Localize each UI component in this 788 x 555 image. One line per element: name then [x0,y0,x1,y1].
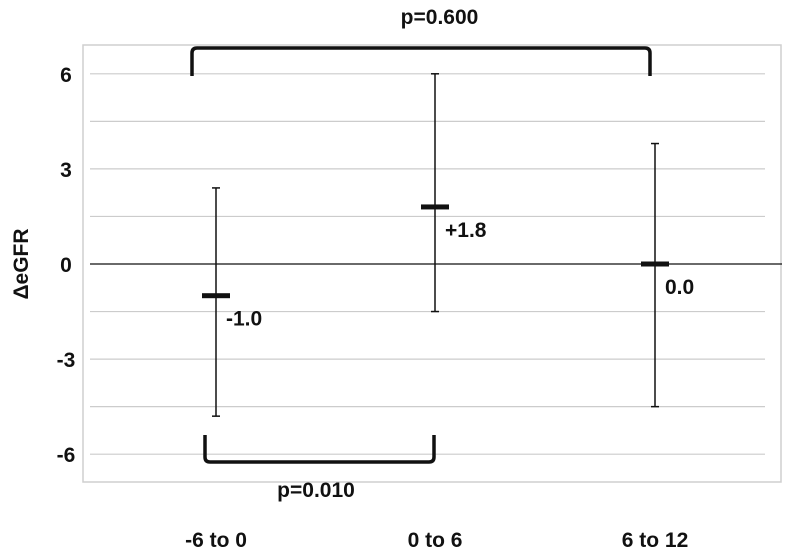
data-label: +1.8 [445,219,487,242]
x-axis-ticks: -6 to 0 0 to 6 6 to 12 [185,529,688,552]
x-tick-label: 0 to 6 [408,529,463,552]
annotations: p=0.600 p=0.010 [190,6,652,502]
data-marks: -1.0 +1.8 0.0 [202,73,694,417]
y-tick-label: -6 [57,444,76,467]
x-tick-label: 6 to 12 [622,529,689,552]
p-value-label: p=0.600 [401,6,479,29]
y-axis-label: ΔeGFR [10,228,33,299]
p-value-label: p=0.010 [277,479,355,502]
y-axis-ticks: 6 3 0 -3 -6 [57,64,76,467]
mean-marker [641,261,669,267]
data-label: 0.0 [665,276,694,299]
y-tick-label: 3 [60,159,72,182]
y-tick-label: 6 [60,64,72,87]
significance-bracket [203,435,436,464]
y-tick-label: -3 [57,349,76,372]
mean-marker [202,293,230,299]
x-tick-label: -6 to 0 [185,529,247,552]
significance-bracket [190,46,652,76]
data-label: -1.0 [226,308,262,331]
mean-marker [421,204,449,210]
y-tick-label: 0 [60,254,72,277]
